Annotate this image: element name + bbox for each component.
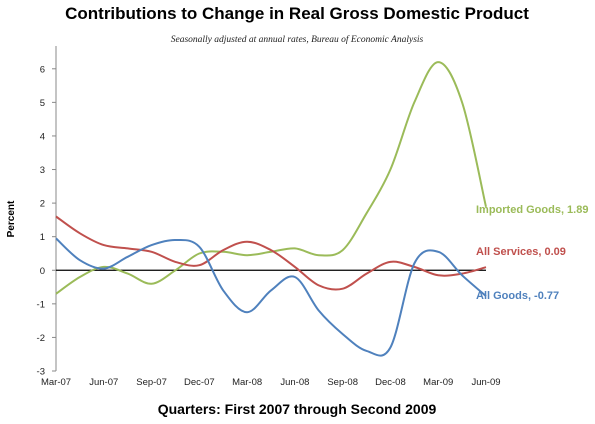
y-tick-label: 0 xyxy=(40,266,45,277)
x-tick-label: Dec-08 xyxy=(375,377,406,388)
x-tick-label: Dec-07 xyxy=(184,377,215,388)
x-tick-label: Mar-08 xyxy=(232,377,262,388)
x-tick-label: Sep-08 xyxy=(327,377,358,388)
x-tick-label: Mar-09 xyxy=(423,377,453,388)
y-tick-label: 1 xyxy=(40,232,45,243)
series-line-imported-goods xyxy=(55,61,487,295)
x-tick-label: Mar-07 xyxy=(41,377,71,388)
x-axis-label: Quarters: First 2007 through Second 2009 xyxy=(158,401,437,417)
x-tick-label: Jun-09 xyxy=(471,377,500,388)
y-tick-label: 4 xyxy=(40,131,45,142)
y-tick-label: 2 xyxy=(40,199,45,210)
series-line-all-services xyxy=(55,215,487,291)
series-label-imported-goods: Imported Goods, 1.89 xyxy=(476,204,588,216)
x-tick-label: Sep-07 xyxy=(136,377,167,388)
y-tick-label: -1 xyxy=(37,299,45,310)
series-line-all-goods xyxy=(55,237,487,357)
y-tick-label: 6 xyxy=(40,64,45,75)
series-label-all-services: All Services, 0.09 xyxy=(476,246,566,258)
y-tick-label: 3 xyxy=(40,165,45,176)
chart-title: Contributions to Change in Real Gross Do… xyxy=(65,4,529,23)
y-tick-label: -2 xyxy=(37,333,45,344)
y-tick-label: 5 xyxy=(40,98,45,109)
y-axis-label: Percent xyxy=(6,200,17,237)
chart-subtitle: Seasonally adjusted at annual rates, Bur… xyxy=(171,34,424,45)
x-tick-label: Jun-08 xyxy=(280,377,309,388)
y-tick-label: -3 xyxy=(37,367,45,378)
x-tick-label: Jun-07 xyxy=(89,377,118,388)
series-label-all-goods: All Goods, -0.77 xyxy=(476,290,559,302)
